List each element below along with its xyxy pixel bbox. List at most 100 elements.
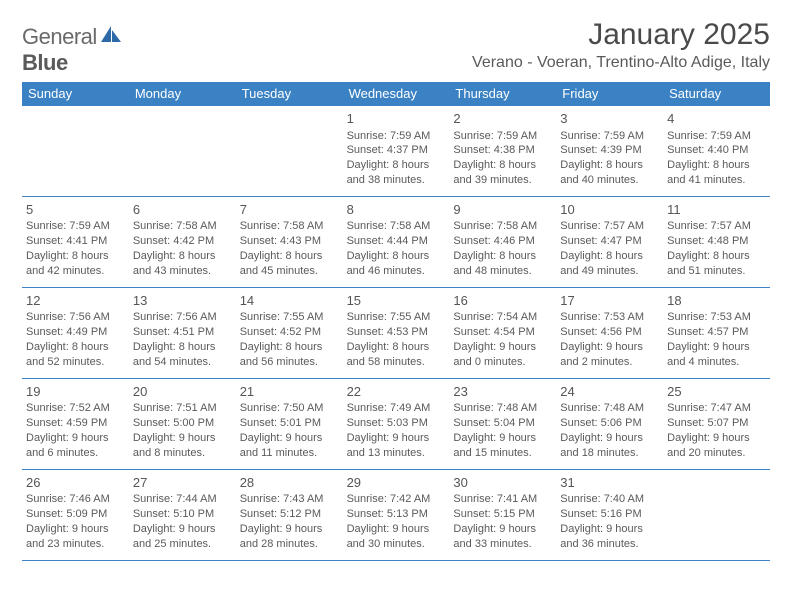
calendar-cell: 1Sunrise: 7:59 AMSunset: 4:37 PMDaylight… — [343, 106, 450, 196]
sunset-text: Sunset: 5:04 PM — [453, 416, 554, 431]
logo-text-2: Blue — [22, 50, 68, 75]
sunrise-text: Sunrise: 7:59 AM — [453, 129, 554, 144]
sunset-text: Sunset: 4:59 PM — [26, 416, 127, 431]
day-number: 24 — [560, 383, 661, 401]
calendar-cell: 30Sunrise: 7:41 AMSunset: 5:15 PMDayligh… — [449, 470, 556, 560]
daylight-text-2: and 11 minutes. — [240, 446, 341, 461]
calendar-cell: 24Sunrise: 7:48 AMSunset: 5:06 PMDayligh… — [556, 379, 663, 469]
daylight-text-1: Daylight: 9 hours — [347, 431, 448, 446]
calendar-cell: 18Sunrise: 7:53 AMSunset: 4:57 PMDayligh… — [663, 288, 770, 378]
daylight-text-1: Daylight: 9 hours — [453, 522, 554, 537]
calendar-cell: 27Sunrise: 7:44 AMSunset: 5:10 PMDayligh… — [129, 470, 236, 560]
daylight-text-2: and 51 minutes. — [667, 264, 768, 279]
weekday-header: Tuesday — [236, 82, 343, 106]
daylight-text-2: and 13 minutes. — [347, 446, 448, 461]
daylight-text-2: and 20 minutes. — [667, 446, 768, 461]
daylight-text-1: Daylight: 9 hours — [240, 431, 341, 446]
week-row: 5Sunrise: 7:59 AMSunset: 4:41 PMDaylight… — [22, 197, 770, 288]
sunrise-text: Sunrise: 7:58 AM — [133, 219, 234, 234]
sunset-text: Sunset: 4:41 PM — [26, 234, 127, 249]
weekday-header: Friday — [556, 82, 663, 106]
daylight-text-2: and 54 minutes. — [133, 355, 234, 370]
daylight-text-1: Daylight: 9 hours — [667, 431, 768, 446]
day-number: 7 — [240, 201, 341, 219]
daylight-text-2: and 42 minutes. — [26, 264, 127, 279]
day-number: 25 — [667, 383, 768, 401]
logo-text-1: General — [22, 24, 97, 49]
week-row: 26Sunrise: 7:46 AMSunset: 5:09 PM Dayligh… — [22, 470, 770, 561]
sunset-text: Sunset: 5:16 PM — [560, 507, 661, 522]
sunset-text: Sunset: 4:39 PM — [560, 143, 661, 158]
sunset-text: Sunset: 5:13 PM — [347, 507, 448, 522]
sunrise-text: Sunrise: 7:46 AM — [26, 492, 127, 507]
calendar-cell: 6Sunrise: 7:58 AMSunset: 4:42 PMDaylight… — [129, 197, 236, 287]
calendar-cell: 15Sunrise: 7:55 AMSunset: 4:53 PMDayligh… — [343, 288, 450, 378]
day-number: 23 — [453, 383, 554, 401]
day-number: 26 — [26, 474, 127, 492]
sunset-text: Sunset: 4:37 PM — [347, 143, 448, 158]
day-number: 4 — [667, 110, 768, 128]
daylight-text-1: Daylight: 9 hours — [453, 340, 554, 355]
calendar-cell-empty — [663, 470, 770, 560]
daylight-text-2: and 18 minutes. — [560, 446, 661, 461]
calendar-cell: 12Sunrise: 7:56 AMSunset: 4:49 PMDayligh… — [22, 288, 129, 378]
daylight-text-1: Daylight: 9 hours — [133, 431, 234, 446]
calendar-cell-empty — [22, 106, 129, 196]
sunset-text: Sunset: 4:51 PM — [133, 325, 234, 340]
sunrise-text: Sunrise: 7:47 AM — [667, 401, 768, 416]
sunrise-text: Sunrise: 7:59 AM — [26, 219, 127, 234]
sunrise-text: Sunrise: 7:59 AM — [667, 129, 768, 144]
calendar-cell: 2Sunrise: 7:59 AMSunset: 4:38 PMDaylight… — [449, 106, 556, 196]
daylight-text-1: Daylight: 9 hours — [560, 431, 661, 446]
daylight-text-1: Daylight: 8 hours — [26, 249, 127, 264]
sunset-text: Sunset: 4:47 PM — [560, 234, 661, 249]
daylight-text-1: Daylight: 8 hours — [133, 340, 234, 355]
sunrise-text: Sunrise: 7:49 AM — [347, 401, 448, 416]
calendar-cell: 14Sunrise: 7:55 AMSunset: 4:52 PMDayligh… — [236, 288, 343, 378]
daylight-text-2: and 52 minutes. — [26, 355, 127, 370]
daylight-text-2: and 36 minutes. — [560, 537, 661, 552]
sunrise-text: Sunrise: 7:55 AM — [240, 310, 341, 325]
sunset-text: Sunset: 4:40 PM — [667, 143, 768, 158]
daylight-text-2: and 43 minutes. — [133, 264, 234, 279]
page-header: General Blue January 2025 Verano - Voera… — [22, 18, 770, 76]
calendar-cell: 9Sunrise: 7:58 AMSunset: 4:46 PMDaylight… — [449, 197, 556, 287]
sunset-text: Sunset: 5:10 PM — [133, 507, 234, 522]
week-row: 1Sunrise: 7:59 AMSunset: 4:37 PMDaylight… — [22, 106, 770, 197]
calendar-cell: 28Sunrise: 7:43 AMSunset: 5:12 PMDayligh… — [236, 470, 343, 560]
day-number: 11 — [667, 201, 768, 219]
daylight-text-1: Daylight: 9 hours — [560, 522, 661, 537]
calendar-cell: 31Sunrise: 7:40 AMSunset: 5:16 PMDayligh… — [556, 470, 663, 560]
daylight-text-1: Daylight: 8 hours — [453, 249, 554, 264]
daylight-text-2: and 2 minutes. — [560, 355, 661, 370]
sunset-text: Sunset: 4:49 PM — [26, 325, 127, 340]
logo-text: General Blue — [22, 24, 121, 76]
sunset-text: Sunset: 5:09 PM — [26, 507, 127, 522]
sunset-text: Sunset: 5:01 PM — [240, 416, 341, 431]
daylight-text-1: Daylight: 8 hours — [347, 158, 448, 173]
sunset-text: Sunset: 5:06 PM — [560, 416, 661, 431]
weekday-header: Thursday — [449, 82, 556, 106]
sunset-text: Sunset: 4:52 PM — [240, 325, 341, 340]
calendar-cell: 20Sunrise: 7:51 AMSunset: 5:00 PMDayligh… — [129, 379, 236, 469]
daylight-text-2: and 58 minutes. — [347, 355, 448, 370]
sunset-text: Sunset: 5:12 PM — [240, 507, 341, 522]
day-number: 10 — [560, 201, 661, 219]
daylight-text-2: and 49 minutes. — [560, 264, 661, 279]
daylight-text-1: Daylight: 8 hours — [133, 249, 234, 264]
daylight-text-1: Daylight: 8 hours — [240, 340, 341, 355]
day-number: 2 — [453, 110, 554, 128]
week-row: 19Sunrise: 7:52 AMSunset: 4:59 PMDayligh… — [22, 379, 770, 470]
daylight-text-2: and 25 minutes. — [133, 537, 234, 552]
daylight-text-2: and 33 minutes. — [453, 537, 554, 552]
calendar-cell: 22Sunrise: 7:49 AMSunset: 5:03 PMDayligh… — [343, 379, 450, 469]
day-number: 13 — [133, 292, 234, 310]
title-block: January 2025 Verano - Voeran, Trentino-A… — [472, 18, 770, 72]
calendar-cell: 13Sunrise: 7:56 AMSunset: 4:51 PMDayligh… — [129, 288, 236, 378]
sunrise-text: Sunrise: 7:59 AM — [560, 129, 661, 144]
logo: General Blue — [22, 24, 121, 76]
sunrise-text: Sunrise: 7:53 AM — [560, 310, 661, 325]
daylight-text-1: Daylight: 9 hours — [240, 522, 341, 537]
sunrise-text: Sunrise: 7:52 AM — [26, 401, 127, 416]
calendar: Sunday Monday Tuesday Wednesday Thursday… — [22, 82, 770, 561]
